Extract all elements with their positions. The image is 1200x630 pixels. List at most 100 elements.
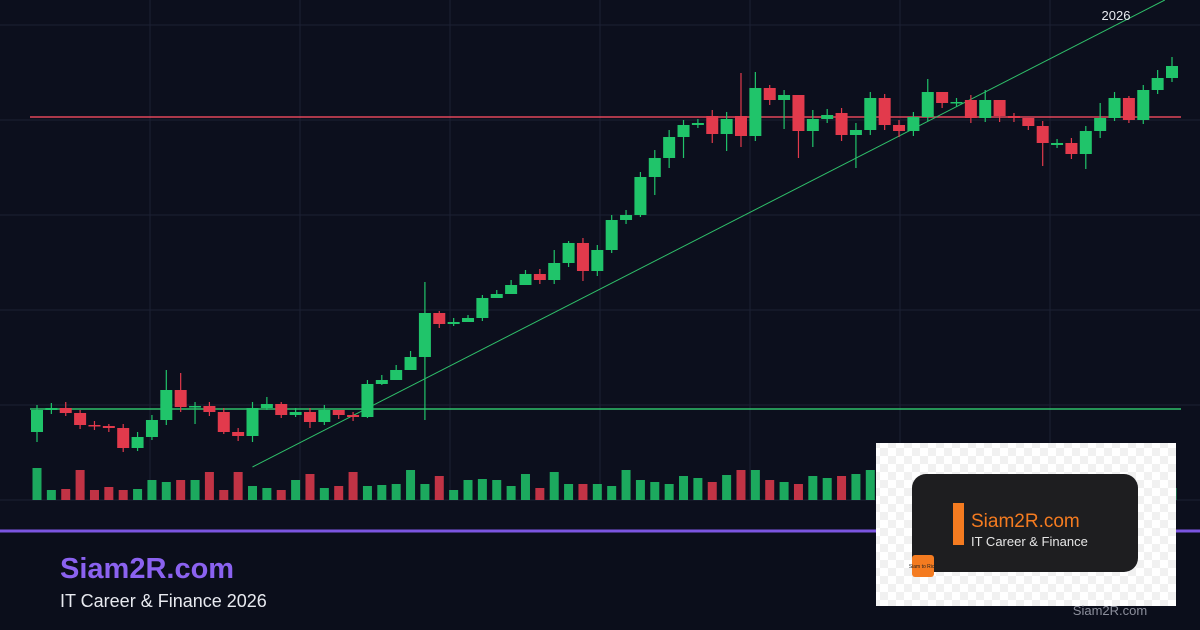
candle-body <box>821 115 834 119</box>
candle-body <box>533 274 546 280</box>
volume-bar <box>305 474 315 500</box>
candle-body <box>763 88 776 100</box>
candle-body <box>620 215 633 220</box>
candle-body <box>1108 98 1121 118</box>
volume-bar <box>362 486 372 500</box>
candle-body <box>864 98 877 130</box>
volume-bar <box>434 476 444 500</box>
volume-bar <box>89 490 99 500</box>
candle-body <box>691 123 704 125</box>
volume-bar <box>118 490 128 500</box>
candle-body <box>145 420 158 437</box>
candle-body <box>447 322 460 324</box>
candle-body <box>1007 116 1020 118</box>
volume-bar <box>736 470 746 500</box>
volume-bar <box>190 480 200 500</box>
volume-bar <box>779 482 789 500</box>
volume-bar <box>793 484 803 500</box>
logo-card: Siam2R.com IT Career & Finance Siam to R… <box>876 443 1176 606</box>
footer-subtitle: IT Career & Finance 2026 <box>60 591 267 611</box>
volume-bar <box>693 478 703 500</box>
logo-panel <box>912 474 1138 572</box>
volume-bar <box>334 486 344 500</box>
volume-bar <box>319 488 329 500</box>
candle-body <box>260 404 273 408</box>
volume-bar <box>520 474 530 500</box>
volume-bar <box>219 490 229 500</box>
volume-bar <box>765 480 775 500</box>
candle-body <box>663 137 676 158</box>
volume-bar <box>865 470 875 500</box>
grid <box>0 0 1200 501</box>
candle-body <box>1166 66 1178 78</box>
candle-body <box>390 370 403 380</box>
candle-body <box>375 380 388 384</box>
volume-bar <box>75 470 85 500</box>
volume-bar <box>750 470 760 500</box>
candle-body <box>878 98 891 125</box>
candle-body <box>734 116 747 136</box>
candle-body <box>102 426 115 428</box>
logo-badge <box>912 555 934 577</box>
volume-bar <box>161 482 171 500</box>
candle-body <box>1036 126 1049 143</box>
candle-body <box>835 113 848 135</box>
volume-bar <box>707 482 717 500</box>
volume-bar <box>276 490 286 500</box>
candle-body <box>562 243 575 263</box>
candle-body <box>993 100 1006 116</box>
candle-body <box>979 100 992 118</box>
volume-bar <box>233 472 243 500</box>
candle-body <box>174 390 187 407</box>
volume-bar <box>391 484 401 500</box>
candle-body <box>950 102 963 104</box>
volume-bar <box>607 486 617 500</box>
volume-bar <box>147 480 157 500</box>
volume-bar <box>506 486 516 500</box>
trend-line <box>252 0 1166 468</box>
candle-body <box>792 95 805 131</box>
candle-body <box>31 410 43 432</box>
candle-body <box>1065 143 1078 154</box>
logo-name: Siam2R.com <box>971 511 1080 532</box>
logo-badge-text: Siam to Rich <box>909 564 938 570</box>
volume-bar <box>664 484 674 500</box>
candle-body <box>189 406 202 408</box>
logo-bar <box>953 503 964 545</box>
volume-bar <box>549 472 559 500</box>
volume-bar <box>621 470 631 500</box>
candle-body <box>605 220 618 250</box>
volume-bar <box>463 480 473 500</box>
candle-body <box>246 408 259 436</box>
footer-title: Siam2R.com <box>60 553 234 585</box>
candle-body <box>490 294 503 298</box>
volume-bar <box>61 489 71 500</box>
volume-bar <box>722 475 732 500</box>
candle-body <box>1151 78 1164 90</box>
candle-body <box>1022 118 1035 126</box>
volume-bar <box>248 486 258 500</box>
candle-body <box>433 313 446 324</box>
volume-bar <box>578 484 588 500</box>
candle-body <box>1079 131 1092 154</box>
volume-bar <box>477 479 487 500</box>
volume-bar <box>133 489 143 500</box>
candle-body <box>404 357 417 370</box>
volume-bar <box>635 480 645 500</box>
logo-tagline: IT Career & Finance <box>971 534 1088 549</box>
volume-bar <box>420 484 430 500</box>
volume-bar <box>535 488 545 500</box>
candle-body <box>318 410 331 422</box>
candle-body <box>519 274 532 285</box>
volume-bar <box>32 468 42 500</box>
volume-bar <box>291 480 301 500</box>
candle-body <box>720 119 733 134</box>
volume-bar <box>46 490 56 500</box>
candle-body <box>921 92 934 117</box>
candle-body <box>634 177 647 215</box>
candle-body <box>677 125 690 137</box>
candle-body <box>74 413 87 425</box>
volume-bar <box>564 484 574 500</box>
candle-body <box>131 437 144 448</box>
